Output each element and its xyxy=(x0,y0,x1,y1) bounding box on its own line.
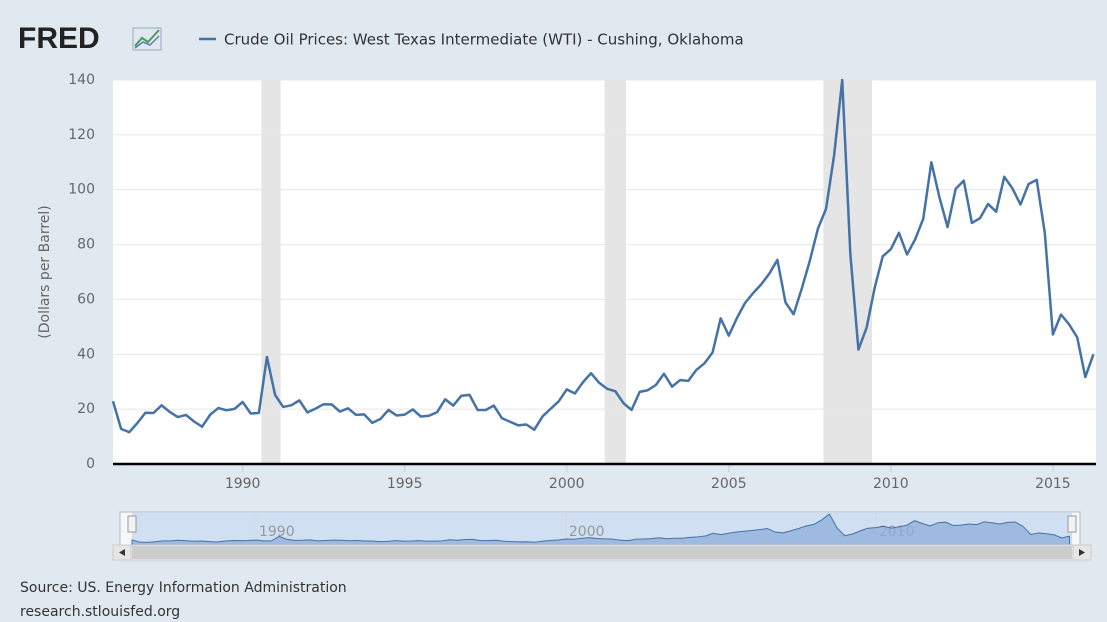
x-tick-label: 2005 xyxy=(711,476,747,492)
y-tick-label: 0 xyxy=(86,456,95,472)
series-line xyxy=(111,78,1095,434)
y-tick-label: 140 xyxy=(68,72,95,88)
y-tick-label: 100 xyxy=(68,182,95,198)
x-tick-label: 2000 xyxy=(549,476,585,492)
source: Source: US. Energy Information Administr… xyxy=(20,580,347,596)
plot: 0 20 40 60 80 100 120 140 1990 1995 2000 2005 2010 20… xyxy=(68,72,1096,561)
y-tick-label: 40 xyxy=(77,346,95,362)
x-tick-label: 2015 xyxy=(1035,476,1071,492)
recession-band xyxy=(604,80,627,464)
recession-band xyxy=(261,80,281,464)
y-tick-label: 60 xyxy=(77,291,95,307)
site[interactable]: research.stlouisfed.org xyxy=(20,604,180,620)
navigator-handle[interactable] xyxy=(127,515,137,533)
x-tick-label: 2010 xyxy=(873,476,909,492)
recession-band xyxy=(823,80,873,464)
legend-label[interactable]: Crude Oil Prices: West Texas Intermediat… xyxy=(224,31,744,49)
x-tick-label: 1990 xyxy=(225,476,261,492)
scroll-right-arrow xyxy=(1079,549,1085,556)
x-tick-label: 1995 xyxy=(387,476,423,492)
scroll-left-arrow xyxy=(119,549,125,556)
y-tick-label: 80 xyxy=(77,237,95,253)
logo[interactable]: FRED xyxy=(18,22,100,55)
y-axis-label: (Dollars per Barrel) xyxy=(37,205,53,338)
scrollbar-thumb[interactable] xyxy=(132,546,1072,559)
navigator-area xyxy=(131,513,1071,546)
y-tick-label: 120 xyxy=(68,127,95,143)
navigator-handle[interactable] xyxy=(1067,515,1077,533)
y-tick-label: 20 xyxy=(77,401,95,417)
navigator-label: 1990 xyxy=(259,524,295,540)
logo-icon xyxy=(132,27,162,51)
navigator-label: 2000 xyxy=(569,524,605,540)
